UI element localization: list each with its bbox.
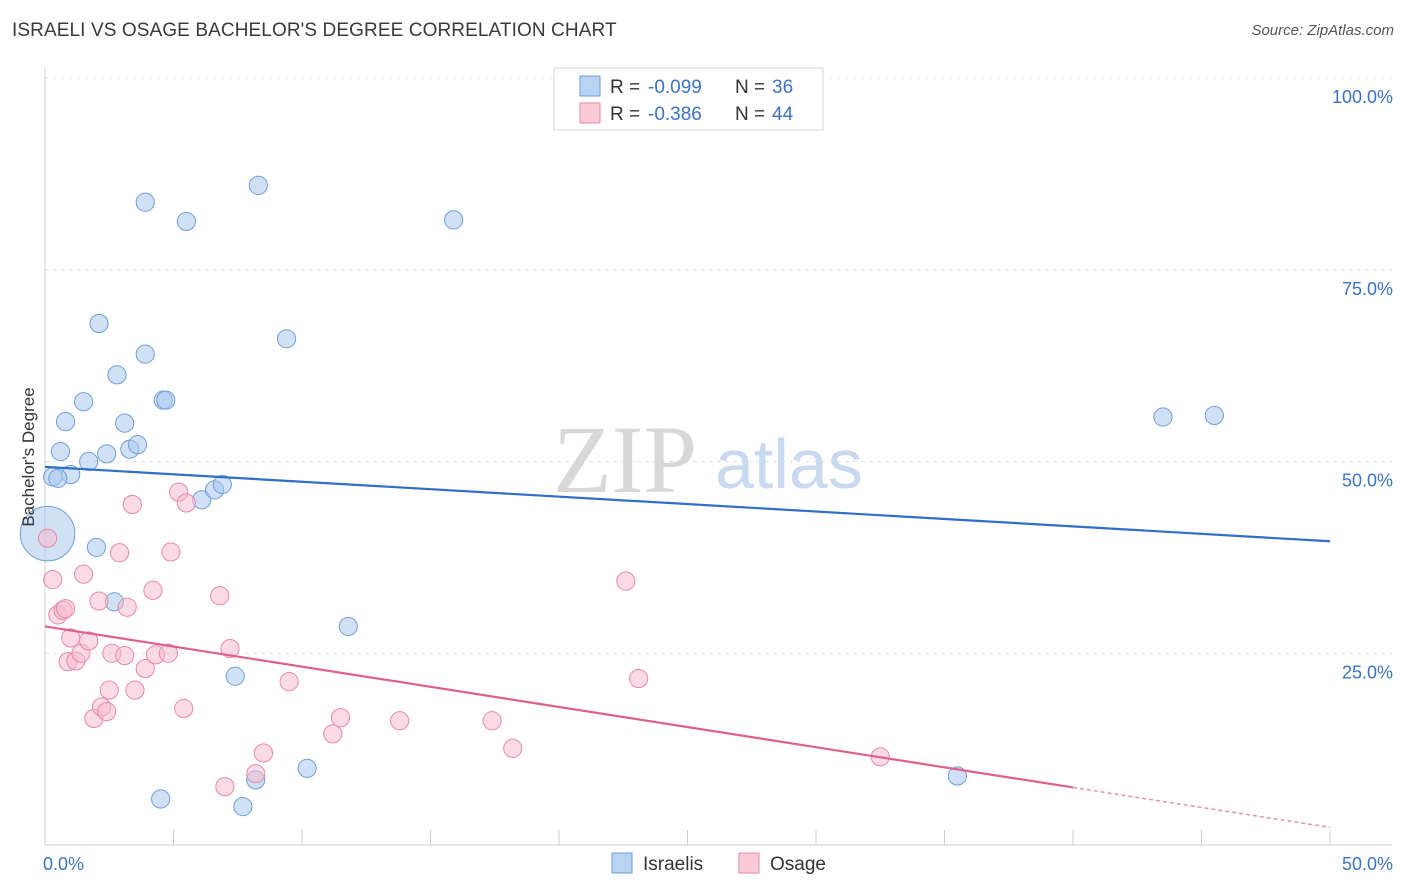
osage-point-22 (135, 658, 155, 679)
israelis-point-12 (115, 413, 135, 433)
legend-swatch-osage (579, 102, 601, 124)
watermark-atlas: atlas (715, 425, 863, 503)
israelis-point-17 (151, 789, 171, 809)
osage-trend-line (44, 625, 1074, 789)
israelis-point-33 (1153, 407, 1173, 427)
legend-swatch-israelis (579, 75, 601, 97)
israelis-point-32 (947, 766, 967, 786)
osage-point-34 (253, 743, 274, 763)
osage-point-14 (97, 701, 117, 722)
osage-point-23 (143, 580, 163, 600)
x-tick-label-0: 0.0% (43, 854, 84, 874)
israelis-point-20 (176, 211, 196, 232)
israelis-point-27 (248, 175, 268, 195)
bottom-legend-swatch-osage (738, 852, 760, 874)
osage-point-42 (629, 668, 649, 689)
osage-point-40 (503, 738, 523, 758)
legend-r-label-1: R = (610, 77, 640, 98)
osage-point-41 (616, 571, 636, 591)
israelis-point-35 (48, 468, 68, 488)
chart-title: ISRAELI VS OSAGE BACHELOR'S DEGREE CORRE… (12, 20, 617, 41)
legend-n-value-1: 36 (772, 77, 793, 98)
osage-point-37 (330, 708, 351, 728)
osage-point-39 (482, 711, 502, 731)
osage-point-10 (79, 631, 99, 651)
israelis-point-8 (89, 313, 109, 334)
gridlines (45, 77, 1392, 654)
axes (44, 68, 1392, 846)
legend-n-value-2: 44 (772, 104, 794, 125)
y-tick-labels: 100.0% 75.0% 50.0% 25.0% (1332, 87, 1393, 682)
osage-point-17 (109, 543, 130, 563)
y-tick-label-2: 50.0% (1342, 471, 1393, 491)
israelis-point-19 (156, 390, 176, 410)
osage-point-30 (210, 586, 230, 606)
osage-point-25 (158, 643, 178, 663)
israelis-point-15 (135, 192, 155, 212)
israelis-point-24 (225, 666, 245, 686)
osage-point-28 (174, 698, 194, 719)
legend-r-value-2: -0.386 (648, 104, 702, 125)
osage-point-33 (246, 764, 266, 784)
osage-point-1 (43, 570, 63, 590)
osage-point-18 (115, 645, 135, 666)
y-tick-label-0: 100.0% (1332, 87, 1393, 107)
israelis-point-9 (97, 444, 117, 464)
y-tick-label-1: 75.0% (1342, 279, 1393, 299)
y-axis-label: Bachelor's Degree (19, 387, 38, 526)
israelis-point-3 (55, 412, 76, 432)
osage-point-26 (161, 542, 181, 562)
osage-point-19 (117, 597, 137, 617)
israelis-point-23 (212, 474, 232, 495)
osage-trend-extension (1072, 786, 1331, 829)
israelis-point-28 (276, 329, 297, 349)
legend-box: R = -0.099 N = 36 R = -0.386 N = 44 (553, 67, 824, 131)
israelis-point-2 (50, 441, 71, 462)
data-points (19, 175, 1224, 817)
israelis-point-5 (73, 392, 94, 412)
osage-point-4 (55, 599, 76, 619)
y-tick-label-3: 25.0% (1342, 662, 1393, 682)
israelis-point-30 (338, 616, 358, 636)
osage-point-38 (390, 711, 410, 731)
osage-point-12 (89, 591, 109, 611)
trend-lines (44, 465, 1331, 829)
osage-point-21 (125, 680, 145, 700)
bottom-legend-osage: Osage (770, 854, 826, 875)
bottom-legend-swatch-israelis (611, 852, 633, 874)
israelis-point-6 (79, 451, 99, 472)
legend-r-label-2: R = (610, 104, 640, 125)
watermark-zip: ZIP (553, 406, 697, 513)
osage-point-15 (99, 680, 119, 700)
x-tick-label-1: 50.0% (1342, 854, 1393, 874)
bottom-legend: Israelis Osage (611, 852, 826, 875)
osage-point-35 (279, 672, 299, 692)
osage-point-36 (323, 724, 343, 744)
israelis-point-11 (107, 365, 127, 385)
legend-n-label-1: N = (735, 77, 765, 98)
osage-point-9 (73, 564, 94, 584)
osage-point-31 (215, 777, 235, 797)
israelis-point-34 (1204, 405, 1224, 426)
x-tick-labels: 0.0% 50.0% (43, 854, 1393, 874)
israelis-point-31 (444, 210, 464, 230)
osage-point-0 (37, 528, 58, 548)
israelis-point-16 (135, 344, 155, 364)
israelis-trend-line (44, 465, 1331, 543)
legend-r-value-1: -0.099 (648, 77, 702, 98)
israelis-point-7 (86, 537, 106, 557)
source-label: Source: ZipAtlas.com (1251, 22, 1394, 39)
israelis-point-14 (127, 435, 148, 455)
israelis-point-25 (233, 797, 253, 817)
legend-n-label-2: N = (735, 104, 765, 125)
osage-point-32 (220, 639, 240, 659)
osage-point-29 (176, 493, 196, 513)
israelis-point-29 (297, 758, 317, 778)
osage-point-20 (122, 494, 142, 515)
bottom-legend-israelis: Israelis (643, 854, 703, 875)
